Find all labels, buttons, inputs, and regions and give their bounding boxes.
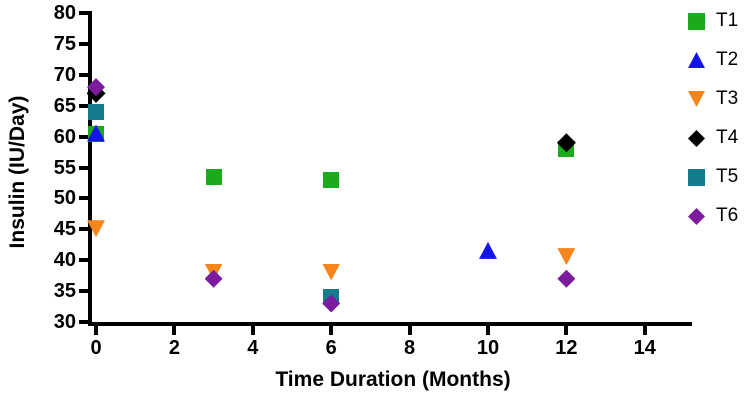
y-tick-label: 70 bbox=[53, 63, 76, 86]
y-tick-label: 60 bbox=[53, 125, 76, 148]
x-tick-label: 14 bbox=[633, 337, 656, 359]
y-tick-50 bbox=[79, 196, 88, 201]
data-point-T6-0mo bbox=[87, 78, 105, 97]
legend-label-T1: T1 bbox=[716, 10, 739, 31]
x-tick-label: 0 bbox=[90, 337, 102, 359]
y-tick-40 bbox=[79, 258, 88, 263]
x-tick-12 bbox=[564, 326, 569, 335]
data-point-T6-3mo bbox=[204, 269, 223, 288]
y-tick-55 bbox=[79, 165, 88, 170]
x-tick-10 bbox=[486, 326, 490, 335]
data-point-T2-10mo bbox=[479, 241, 497, 259]
y-tick-80 bbox=[79, 11, 88, 15]
x-tick-label: 12 bbox=[555, 337, 578, 359]
data-point-T3-12mo bbox=[557, 248, 576, 266]
legend-label-T2: T2 bbox=[716, 49, 739, 70]
x-tick-2 bbox=[172, 326, 177, 335]
legend-label-T4: T4 bbox=[716, 127, 739, 148]
x-tick-6 bbox=[329, 326, 334, 335]
x-tick-4 bbox=[250, 326, 255, 335]
x-tick-label: 4 bbox=[247, 337, 259, 359]
x-tick-8 bbox=[407, 326, 412, 335]
y-tick-70 bbox=[79, 72, 88, 77]
data-point-T3-6mo bbox=[322, 263, 341, 281]
y-tick-30 bbox=[79, 320, 88, 324]
y-tick-45 bbox=[79, 227, 88, 232]
x-tick-label: 10 bbox=[476, 337, 500, 359]
legend-marker-square-icon bbox=[688, 169, 705, 186]
legend-label-T5: T5 bbox=[716, 166, 739, 187]
x-tick-14 bbox=[642, 326, 647, 335]
legend-marker-triangle-down-icon bbox=[688, 91, 705, 107]
data-point-T1-3mo bbox=[205, 168, 222, 185]
y-tick-label: 35 bbox=[53, 280, 76, 303]
data-point-T5-0mo bbox=[88, 103, 104, 120]
y-tick-label: 65 bbox=[53, 94, 76, 117]
y-tick-65 bbox=[79, 103, 88, 108]
legend-label-T3: T3 bbox=[716, 88, 739, 109]
x-tick-label: 6 bbox=[325, 337, 337, 359]
legend-marker-square-icon bbox=[688, 13, 705, 30]
x-axis-title: Time Duration (Months) bbox=[275, 368, 511, 391]
y-axis-title: Insulin (IU/Day) bbox=[6, 95, 29, 249]
y-tick-35 bbox=[79, 289, 88, 294]
x-axis-line bbox=[88, 322, 692, 326]
x-tick-label: 8 bbox=[404, 337, 416, 359]
y-tick-60 bbox=[79, 134, 88, 139]
legend-marker-triangle-up-icon bbox=[688, 52, 705, 68]
x-tick-0 bbox=[94, 326, 98, 335]
y-tick-label: 40 bbox=[53, 249, 76, 272]
y-tick-label: 55 bbox=[53, 156, 76, 179]
data-point-T4-12mo bbox=[556, 133, 576, 153]
legend-label-T6: T6 bbox=[716, 205, 739, 226]
y-tick-label: 50 bbox=[53, 187, 76, 210]
data-point-T1-6mo bbox=[323, 171, 340, 188]
legend-marker-diamond-icon bbox=[688, 130, 705, 147]
y-tick-75 bbox=[79, 41, 88, 46]
y-tick-label: 75 bbox=[53, 32, 76, 55]
legend-marker-diamond-icon bbox=[688, 208, 705, 225]
x-tick-label: 2 bbox=[168, 337, 180, 359]
y-axis-line bbox=[88, 11, 92, 326]
data-point-T6-12mo bbox=[557, 269, 576, 288]
data-point-T6-6mo bbox=[322, 294, 341, 313]
y-tick-label: 30 bbox=[53, 311, 76, 333]
y-tick-label: 45 bbox=[53, 218, 76, 241]
y-tick-label: 80 bbox=[53, 2, 76, 24]
